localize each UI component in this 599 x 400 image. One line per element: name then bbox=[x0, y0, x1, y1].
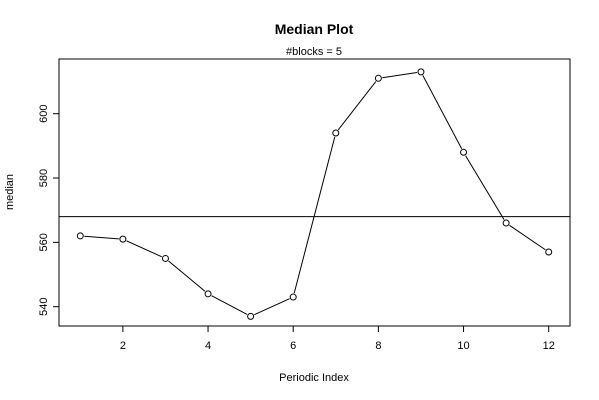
series-segment bbox=[293, 136, 336, 294]
plot-frame bbox=[58, 58, 571, 327]
x-tick-label: 10 bbox=[457, 340, 469, 352]
chart-subtitle: #blocks = 5 bbox=[286, 46, 342, 58]
data-point bbox=[119, 235, 127, 243]
x-tick-label: 4 bbox=[205, 340, 211, 352]
data-point bbox=[289, 293, 297, 301]
series-segment bbox=[465, 155, 505, 220]
data-point bbox=[502, 219, 510, 227]
chart-title: Median Plot bbox=[275, 21, 354, 37]
x-tick-label: 6 bbox=[290, 340, 296, 352]
data-point bbox=[417, 68, 425, 76]
data-point bbox=[247, 312, 255, 320]
data-point bbox=[545, 248, 553, 256]
x-tick-label: 8 bbox=[375, 340, 381, 352]
data-point bbox=[204, 290, 212, 298]
series-segment bbox=[422, 75, 463, 149]
data-point bbox=[374, 74, 382, 82]
x-axis: 2 4 6 8 10 12 bbox=[120, 325, 555, 352]
data-point bbox=[332, 129, 340, 137]
series-segment bbox=[168, 260, 206, 292]
series-segment bbox=[84, 235, 119, 240]
x-axis-label: Periodic Index bbox=[279, 372, 349, 384]
y-tick-label: 580 bbox=[38, 169, 50, 187]
x-tick-label: 2 bbox=[120, 340, 126, 352]
series-segment bbox=[382, 71, 418, 79]
series-segment bbox=[126, 240, 163, 258]
series-segment bbox=[337, 81, 377, 131]
y-axis-label: median bbox=[4, 174, 16, 210]
data-points bbox=[76, 68, 553, 320]
data-point bbox=[76, 232, 84, 240]
series-segment bbox=[509, 224, 546, 251]
y-tick-label: 600 bbox=[38, 105, 50, 123]
series-segment bbox=[254, 298, 290, 316]
y-tick-label: 540 bbox=[38, 298, 50, 316]
y-tick-label: 560 bbox=[38, 233, 50, 251]
data-point bbox=[460, 148, 468, 156]
data-point bbox=[161, 254, 169, 262]
x-tick-label: 12 bbox=[543, 340, 555, 352]
series-segment bbox=[211, 295, 248, 315]
y-axis: 540 560 580 600 bbox=[38, 105, 60, 316]
